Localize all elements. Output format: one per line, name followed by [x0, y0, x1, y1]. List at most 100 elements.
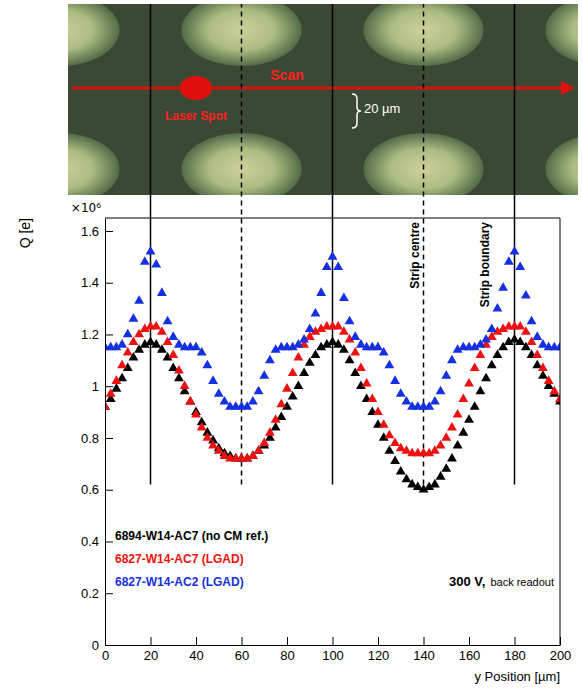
strip-boundary-line: [332, 4, 334, 485]
point: [305, 357, 315, 366]
x-tick: 180: [504, 637, 526, 663]
x-tick: 100: [322, 637, 344, 663]
strip-boundary-line: [514, 4, 516, 485]
points: [105, 246, 560, 493]
point: [464, 414, 474, 423]
point: [282, 383, 292, 392]
point: [356, 362, 366, 371]
y-tick-label: 1: [92, 379, 99, 394]
point: [373, 406, 383, 415]
y-tick: 0.8: [81, 431, 113, 446]
point: [345, 316, 355, 325]
point: [191, 342, 201, 351]
photo-pad: [545, 133, 578, 195]
legend-entry: 6827-W14-AC2 (LGAD): [115, 575, 244, 589]
point: [185, 396, 195, 405]
point: [151, 339, 161, 348]
series: [105, 321, 560, 462]
point: [532, 331, 542, 340]
point: [384, 430, 394, 439]
scan-arrow: [72, 87, 564, 90]
series: [105, 334, 560, 493]
point: [504, 256, 514, 265]
point: [276, 399, 286, 408]
x-tick: 80: [280, 637, 294, 663]
y-tick-label: 1.6: [81, 224, 99, 239]
y-tick-label: 0.4: [81, 534, 99, 549]
point: [259, 437, 269, 446]
frame-top: [105, 218, 560, 219]
x-tick-mark: [287, 637, 288, 645]
point: [350, 347, 360, 356]
point: [202, 432, 212, 441]
y-tick: 1.4: [81, 275, 113, 290]
y-tick: 0: [92, 638, 113, 653]
point: [299, 334, 309, 343]
x-tick-label: 0: [102, 648, 109, 663]
x-tick-label: 140: [413, 648, 435, 663]
point: [498, 282, 508, 291]
y-tick-mark: [105, 541, 113, 542]
point: [436, 386, 446, 395]
y-tick: 1: [92, 379, 113, 394]
scan-arrow-head: [561, 81, 575, 95]
point: [129, 337, 139, 346]
point: [379, 419, 389, 428]
x-axis-title: y Position [µm]: [474, 669, 560, 684]
point: [311, 349, 321, 358]
x-axis-line: [106, 645, 561, 646]
point: [441, 432, 451, 441]
point: [447, 422, 457, 431]
width-label: 20 µm: [364, 101, 400, 116]
point: [333, 321, 343, 330]
point: [481, 334, 491, 343]
point: [453, 409, 463, 418]
point: [123, 347, 133, 356]
point: [384, 360, 394, 369]
point: [453, 440, 463, 449]
point: [180, 381, 190, 390]
x-tick-label: 20: [144, 648, 158, 663]
point: [208, 440, 218, 449]
strip-centre-line: [241, 4, 243, 485]
strip-boundary-line: [150, 4, 152, 485]
point: [441, 370, 451, 379]
legend-entry: 6827-W14-AC7 (LGAD): [115, 552, 244, 566]
point: [157, 326, 167, 335]
point: [350, 331, 360, 340]
point: [157, 344, 167, 353]
point: [493, 349, 503, 358]
strip-centre-label: Strip centre: [408, 222, 422, 289]
x-tick-mark: [424, 637, 425, 645]
y-tick-label: 0.6: [81, 482, 99, 497]
x-tick: 140: [413, 637, 435, 663]
y-tick: 1.6: [81, 224, 113, 239]
point: [373, 342, 383, 351]
y-tick: 0.4: [81, 534, 113, 549]
photo-pad: [68, 133, 120, 195]
point: [441, 463, 451, 472]
x-tick-label: 120: [368, 648, 390, 663]
y-tick-mark: [105, 283, 113, 284]
point: [515, 321, 525, 330]
strip-boundary-label: Strip boundary: [478, 222, 492, 308]
point: [390, 456, 400, 465]
frame-right: [560, 218, 561, 645]
laser-label: Laser Spot: [165, 109, 227, 123]
width-bracket: [352, 94, 361, 128]
point: [487, 324, 497, 333]
point: [487, 360, 497, 369]
x-tick-label: 200: [550, 648, 572, 663]
x-axis: 020406080100120140160180200: [102, 637, 571, 663]
point: [174, 365, 184, 374]
point: [254, 386, 264, 395]
x-tick-mark: [151, 637, 152, 645]
point: [464, 378, 474, 387]
y-axis: 00.20.40.60.811.21.41.6: [81, 219, 113, 653]
point: [140, 256, 150, 265]
x-tick-mark: [378, 637, 379, 645]
point: [151, 259, 161, 268]
point: [174, 373, 184, 382]
point: [447, 453, 457, 462]
point: [328, 251, 338, 260]
